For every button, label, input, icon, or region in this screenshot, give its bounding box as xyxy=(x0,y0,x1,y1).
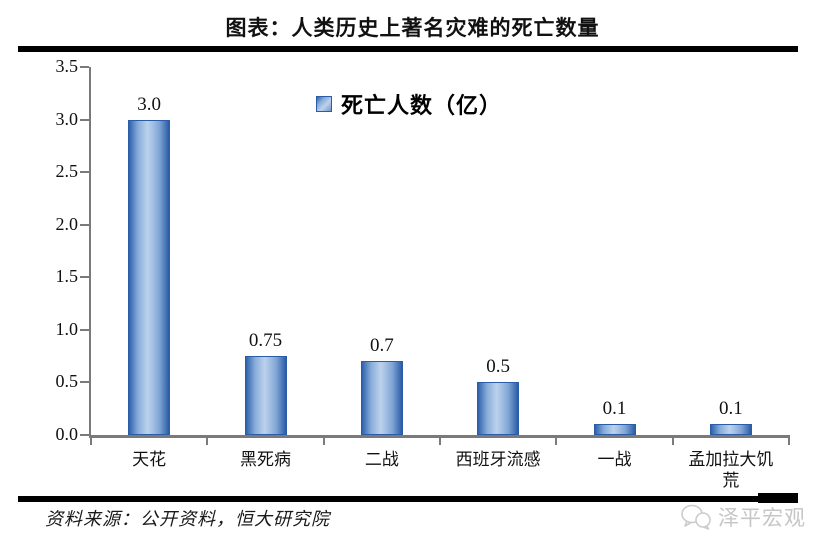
x-axis-tick xyxy=(788,435,790,445)
bar-二战 xyxy=(360,361,403,435)
top-divider-rule xyxy=(18,46,798,52)
bar-西班牙流感 xyxy=(477,382,520,435)
y-axis-tick-label: 2.5 xyxy=(55,161,79,182)
y-axis-tick-label: 3.0 xyxy=(55,108,79,129)
bottom-divider-end-cap xyxy=(758,493,798,503)
bar-孟加拉大饥荒 xyxy=(709,424,752,435)
x-axis-tick xyxy=(206,435,209,445)
y-axis-tick-label: 1.0 xyxy=(55,318,79,339)
bar-value-label: 3.0 xyxy=(137,93,162,115)
x-axis-tick xyxy=(671,435,674,445)
x-axis-tick xyxy=(555,435,558,445)
y-axis-tick xyxy=(80,118,89,121)
y-axis-tick xyxy=(80,171,89,174)
bar-value-label: 0.1 xyxy=(718,398,743,420)
x-category-label: 西班牙流感 xyxy=(455,450,541,469)
bar-value-label: 0.75 xyxy=(248,330,283,352)
y-axis-tick-label: 3.5 xyxy=(55,56,79,76)
x-axis-tick xyxy=(439,435,441,445)
x-axis-tick xyxy=(322,435,325,445)
y-axis-tick xyxy=(80,223,89,226)
x-category-label: 一战 xyxy=(597,450,632,469)
chart-legend: 死亡人数（亿） xyxy=(316,88,502,120)
bar-黑死病 xyxy=(244,356,287,435)
y-axis-line xyxy=(89,67,91,438)
brand-watermark: 泽平宏观 xyxy=(680,502,806,532)
bar-天花 xyxy=(128,119,171,435)
y-axis-tick-label: 2.0 xyxy=(55,213,79,234)
legend-marker-swatch xyxy=(316,96,332,112)
chart-title: 图表：人类历史上著名灾难的死亡数量 xyxy=(225,16,600,40)
watermark-text: 泽平宏观 xyxy=(718,506,806,530)
y-axis-tick-label: 0.5 xyxy=(55,371,79,392)
bar-一战 xyxy=(593,424,636,435)
bar-value-label: 0.5 xyxy=(486,356,511,378)
bottom-divider-rule xyxy=(18,496,798,502)
legend-series-label: 死亡人数（亿） xyxy=(341,93,503,118)
bar-value-label: 0.1 xyxy=(602,398,627,420)
y-axis-tick xyxy=(80,381,89,384)
source-note: 资料来源：公开资料，恒大研究院 xyxy=(45,509,330,529)
x-category-label: 天花 xyxy=(132,450,167,469)
y-axis-tick-label: 1.5 xyxy=(55,266,79,287)
x-category-label: 二战 xyxy=(364,450,399,469)
y-axis-tick xyxy=(80,66,89,68)
x-category-label: 孟加拉大饥荒 xyxy=(688,450,774,491)
y-axis-tick xyxy=(80,276,89,279)
bar-value-label: 0.7 xyxy=(369,335,394,357)
x-category-label: 黑死病 xyxy=(240,450,291,469)
wechat-bubbles-icon xyxy=(681,504,711,530)
x-axis-tick xyxy=(90,435,92,445)
y-axis-tick xyxy=(80,434,89,436)
y-axis-tick xyxy=(80,328,89,331)
y-axis-tick-label: 0.0 xyxy=(55,424,79,444)
